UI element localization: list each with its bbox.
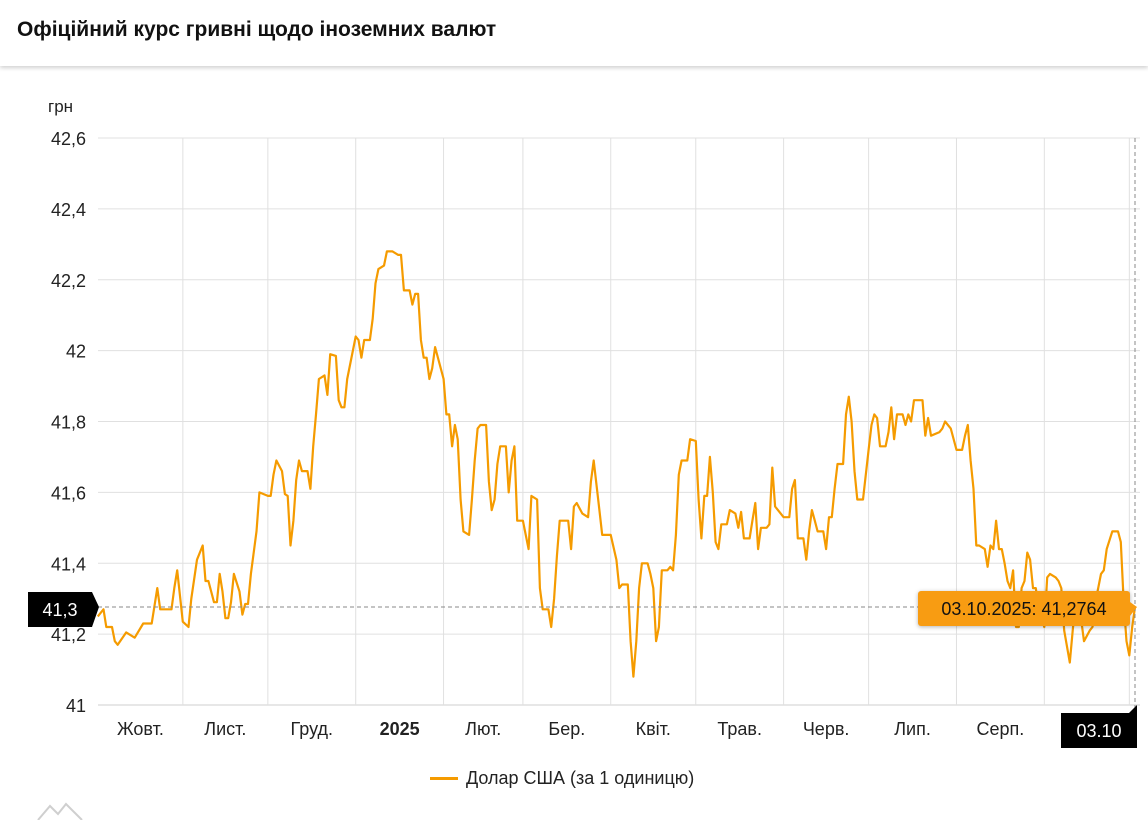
y-tick-label: 41,8 bbox=[51, 413, 86, 433]
y-tick-label: 42,2 bbox=[51, 271, 86, 291]
y-tick-label: 42,4 bbox=[51, 200, 86, 220]
legend-item-usd[interactable]: Долар США (за 1 одиницю) bbox=[430, 768, 694, 789]
page-title: Офіційний курс гривні щодо іноземних вал… bbox=[17, 18, 496, 42]
x-tick-label: Бер. bbox=[548, 719, 585, 739]
y-tick-label: 41,4 bbox=[51, 554, 86, 574]
x-tick-label: Лист. bbox=[204, 719, 246, 739]
page-header: Офіційний курс гривні щодо іноземних вал… bbox=[0, 0, 1148, 66]
tooltip-text: 03.10.2025: 41,2764 bbox=[941, 599, 1106, 619]
x-tick-label: Черв. bbox=[803, 719, 850, 739]
x-tick-label: Серп. bbox=[977, 719, 1025, 739]
legend-label: Долар США (за 1 одиницю) bbox=[466, 768, 694, 789]
x-tick-label: 2025 bbox=[380, 719, 420, 739]
x-tick-label: Квіт. bbox=[636, 719, 671, 739]
x-marker-label: 03.10 bbox=[1076, 721, 1121, 741]
x-tick-label: Трав. bbox=[717, 719, 762, 739]
legend-line-icon bbox=[430, 777, 458, 780]
x-tick-label: Груд. bbox=[291, 719, 333, 739]
x-tick-label: Лют. bbox=[465, 719, 501, 739]
crosshair: 41,3 03.10 03.10.2025: 41,2764 bbox=[28, 138, 1137, 748]
y-tick-label: 41,6 bbox=[51, 483, 86, 503]
y-tick-label: 41 bbox=[66, 696, 86, 716]
y-tick-label: 42 bbox=[66, 342, 86, 362]
x-tick-label: Жовт. bbox=[117, 719, 164, 739]
y-axis-ticks: 41 41,2 41,4 41,6 41,8 42 42,2 42,4 42,6 bbox=[51, 129, 86, 716]
x-tick-label: Лип. bbox=[894, 719, 931, 739]
y-axis-label: грн bbox=[48, 97, 73, 116]
y-tick-label: 42,6 bbox=[51, 129, 86, 149]
x-axis-ticks: Жовт. Лист. Груд. 2025 Лют. Бер. Квіт. Трав. Чер… bbox=[117, 719, 1024, 739]
y-marker-label: 41,3 bbox=[42, 600, 77, 620]
logo-mountains-icon bbox=[36, 800, 84, 820]
y-tick-label: 41,2 bbox=[51, 625, 86, 645]
